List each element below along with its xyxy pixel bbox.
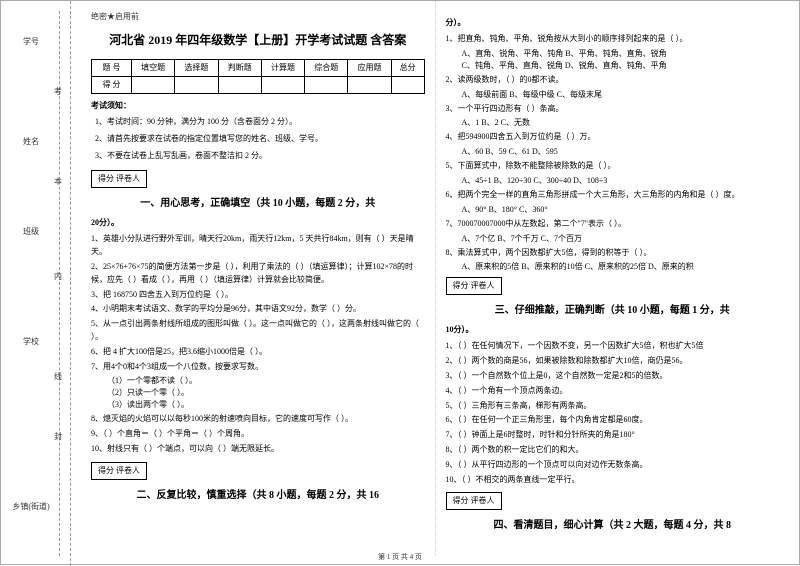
score-header-cell: 判断题: [218, 60, 261, 77]
score-table: 题 号 填空题 选择题 判断题 计算题 综合题 应用题 总分 得 分: [91, 59, 425, 94]
page-title: 河北省 2019 年四年级数学【上册】开学考试试题 含答案: [91, 31, 425, 49]
question-option: A、原来积的5倍 B、原来积的10倍 C、原来积的25倍 D、原来的积: [462, 261, 780, 273]
left-column: 绝密★启用前 河北省 2019 年四年级数学【上册】开学考试试题 含答案 题 号…: [81, 1, 436, 556]
question: 8、（ ）两个数的积一定比它们的和大。: [446, 444, 780, 457]
binding-mid-feng: 封: [53, 431, 63, 442]
score-header-cell: 题 号: [92, 60, 132, 77]
score-header-cell: 综合题: [305, 60, 348, 77]
question: 6、把 4 扩大100倍是25，把3.6缩小1000倍是（ ）。: [91, 346, 425, 359]
notice-header: 考试须知：: [91, 100, 425, 112]
question: 4、（ ）一个角有一个顶点两条边。: [446, 385, 780, 398]
section3-title: 三、仔细推敲，正确判断（共 10 小题，每题 1 分，共: [446, 303, 780, 318]
question-sub: （3）读出两个零（ ）。: [107, 399, 425, 411]
question: 8、熄灭焰的火焰可以以每秒100米的射速喷向目标，它的速度可写作（ ）。: [91, 413, 425, 426]
question: 5、从一点引出两条射线所组成的图形叫做（ ）。这一点叫做它的（ ），这两条射线叫…: [91, 318, 425, 344]
score-cell[interactable]: [218, 77, 261, 94]
score-header-cell: 应用题: [348, 60, 391, 77]
binding-label-xingming: 姓名: [1, 136, 61, 147]
question: 7、（ ）钟面上是6时整时，时针和分针所夹的角是180°: [446, 429, 780, 442]
score-cell[interactable]: [348, 77, 391, 94]
notice-item: 2、请首先按要求在试卷的指定位置填写您的姓名、班级、学号。: [95, 133, 425, 146]
binding-mid-xian: 线: [53, 371, 63, 382]
question: 5、下面算式中，除数不能整除被除数的是（ ）。: [446, 160, 780, 173]
question: 4、小明期末考试语文、数学的平均分是96分，其中语文92分，数学（ ）分。: [91, 303, 425, 316]
question: 1、英雄小分队进行野外军训，晴天行20km，雨天行12km，5 天共行84km，…: [91, 233, 425, 259]
question-option: C、钝角、平角、直角、锐角 D、锐角、直角、钝角、平角: [462, 60, 780, 72]
binding-mid-kao: 考: [53, 86, 63, 97]
question: 4、把594900四舍五入到万位约是（ ）万。: [446, 131, 780, 144]
section1-title: 一、用心思考，正确填空（共 10 小题，每题 2 分，共: [91, 196, 425, 211]
section1-tail: 20分）。: [91, 217, 425, 229]
score-cell[interactable]: [305, 77, 348, 94]
binding-area: 学号 姓名 班级 学校 乡镇(街道) 考 内 线 封 本: [1, 1, 71, 566]
binding-label-xuehao: 学号: [1, 36, 61, 47]
score-cell[interactable]: [391, 77, 424, 94]
table-row: 题 号 填空题 选择题 判断题 计算题 综合题 应用题 总分: [92, 60, 425, 77]
question-sub: （2）只读一个零（ ）。: [107, 387, 425, 399]
question: 7、700070007000中从左数起，第二个"7"表示（ ）。: [446, 218, 780, 231]
binding-label-xuexiao: 学校: [1, 336, 61, 347]
question: 1、把直角、钝角、平角、锐角按从大到小的顺序排列起来的是（ ）。: [446, 33, 780, 46]
question: 3、（ ）一个自然数个位上是0，这个自然数一定是2和5的倍数。: [446, 370, 780, 383]
question-sub: （1）一个零都不读（ ）。: [107, 375, 425, 387]
question: 1、（ ）在任何情况下，一个因数不变，另一个因数扩大5倍，积也扩大5倍: [446, 340, 780, 353]
notice-item: 3、不要在试卷上乱写乱画，卷面不整洁扣 2 分。: [95, 150, 425, 163]
score-cell[interactable]: [132, 77, 175, 94]
binding-label-banji: 班级: [1, 226, 61, 237]
question: 9、（ ）从平行四边形的一个顶点可以向对边作无数条高。: [446, 459, 780, 472]
section3-tail: 10分）。: [446, 324, 780, 336]
question-option: A、45÷1 B、120÷30 C、300÷40 D、108÷3: [462, 175, 780, 187]
question-option: A、每级前面 B、每级中级 C、每级末尾: [462, 89, 780, 101]
score-header-cell: 总分: [391, 60, 424, 77]
score-box: 得分 评卷人: [91, 170, 147, 188]
question: 6、（ ）在任何一个正三角形里，每个内角肯定都是60度。: [446, 414, 780, 427]
binding-mid-nei: 内: [53, 271, 63, 282]
question: 2、25×76+76×75的简便方法第一步是（ ），利用了乘法的（ ）（填运算律…: [91, 261, 425, 287]
question-option: A、90° B、180° C、360°: [462, 204, 780, 216]
score-cell[interactable]: [261, 77, 304, 94]
score-box: 得分 评卷人: [446, 492, 502, 510]
question: 7、用4个0和4个3组成一个八位数，按要求写数。: [91, 361, 425, 374]
score-header-cell: 计算题: [261, 60, 304, 77]
binding-mid-ben: 本: [53, 176, 63, 187]
notice-item: 1、考试时间：90 分钟，满分为 100 分（含卷面分 2 分）。: [95, 116, 425, 129]
score-cell[interactable]: [175, 77, 218, 94]
section2-title: 二、反复比较，慎重选择（共 8 小题，每题 2 分，共 16: [91, 488, 425, 503]
score-box: 得分 评卷人: [446, 277, 502, 295]
score-header-cell: 选择题: [175, 60, 218, 77]
question: 10、射线只有（ ）个端点，可以向（ ）端无限延长。: [91, 443, 425, 456]
question: 5、（ ）三角形有三条高，梯形有两条高。: [446, 400, 780, 413]
question: 9、（ ）个直角＝（ ）个平角＝（ ）个周角。: [91, 428, 425, 441]
question-option: A、直角、锐角、平角、钝角 B、平角、钝角、直角、锐角: [462, 48, 780, 60]
score-cell: 得 分: [92, 77, 132, 94]
secret-label: 绝密★启用前: [91, 11, 425, 23]
table-row: 得 分: [92, 77, 425, 94]
question-option: A、60 B、59 C、61 D、595: [462, 146, 780, 158]
section2-tail: 分）。: [446, 17, 780, 29]
right-column: 分）。 1、把直角、钝角、平角、锐角按从大到小的顺序排列起来的是（ ）。 A、直…: [436, 1, 790, 556]
question: 8、乘法算式中，两个因数都扩大5倍，得到的积等于（ ）。: [446, 247, 780, 260]
question: 3、一个平行四边形有（ ）条高。: [446, 103, 780, 116]
question-option: A、7个亿 B、7个千万 C、7个百万: [462, 233, 780, 245]
content-area: 绝密★启用前 河北省 2019 年四年级数学【上册】开学考试试题 含答案 题 号…: [81, 1, 789, 556]
question: 10、（ ）不相交的两条直线一定平行。: [446, 474, 780, 487]
question: 2、读两级数时，（ ）的0都不读。: [446, 74, 780, 87]
notice-list: 1、考试时间：90 分钟，满分为 100 分（含卷面分 2 分）。 2、请首先按…: [95, 116, 425, 162]
question: 3、把 168750 四舍五入到万位约是（ ）。: [91, 289, 425, 302]
question-option: A、1 B、2 C、无数: [462, 117, 780, 129]
question: 6、把两个完全一样的直角三角形拼成一个大三角形，大三角形的内角和是（ ）度。: [446, 189, 780, 202]
section4-title: 四、看清题目，细心计算（共 2 大题，每题 4 分，共 8: [446, 518, 780, 533]
page-footer: 第 1 页 共 4 页: [1, 552, 799, 562]
question: 2、（ ）两个数的商是56，如果被除数和除数都扩大10倍，商仍是56。: [446, 355, 780, 368]
score-box: 得分 评卷人: [91, 462, 147, 480]
binding-label-xiangzhen: 乡镇(街道): [1, 501, 61, 512]
score-header-cell: 填空题: [132, 60, 175, 77]
